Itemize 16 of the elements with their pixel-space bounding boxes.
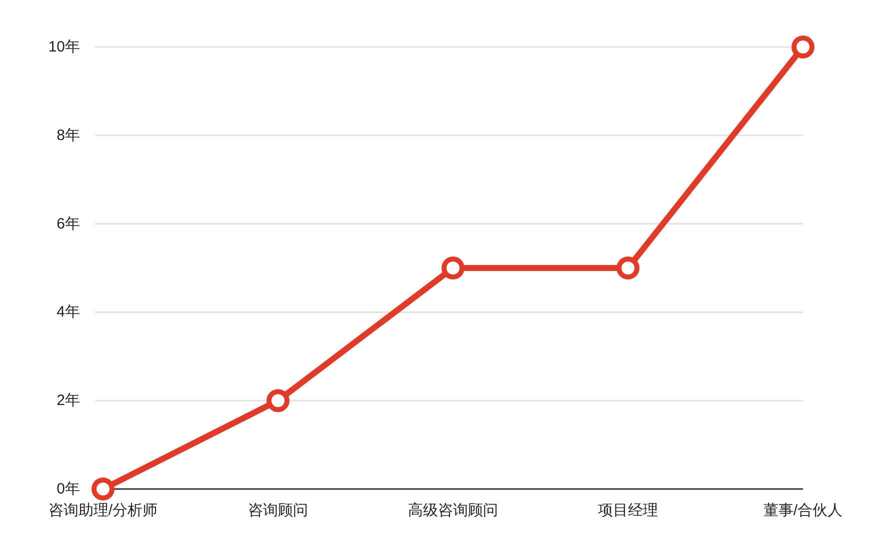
x-tick-label: 项目经理 — [598, 502, 658, 519]
point — [792, 36, 814, 58]
y-tick-label: 0年 — [56, 480, 80, 498]
point — [616, 256, 640, 280]
x-tick-label: 咨询助理/分析师 — [48, 502, 158, 519]
x-tick-label: 高级咨询顾问 — [408, 502, 498, 519]
y-tick-label: 6年 — [56, 215, 80, 232]
point — [266, 389, 290, 412]
x-tick-label: 董事/合伙人 — [763, 502, 843, 519]
x-tick-label: 咨询顾问 — [248, 502, 308, 519]
y-tick-label: 2年 — [56, 392, 80, 410]
y-tick-label: 8年 — [56, 126, 80, 144]
y-tick-label: 10年 — [48, 38, 80, 56]
point — [92, 478, 114, 500]
y-tick-label: 4年 — [56, 304, 80, 321]
point — [442, 256, 464, 280]
